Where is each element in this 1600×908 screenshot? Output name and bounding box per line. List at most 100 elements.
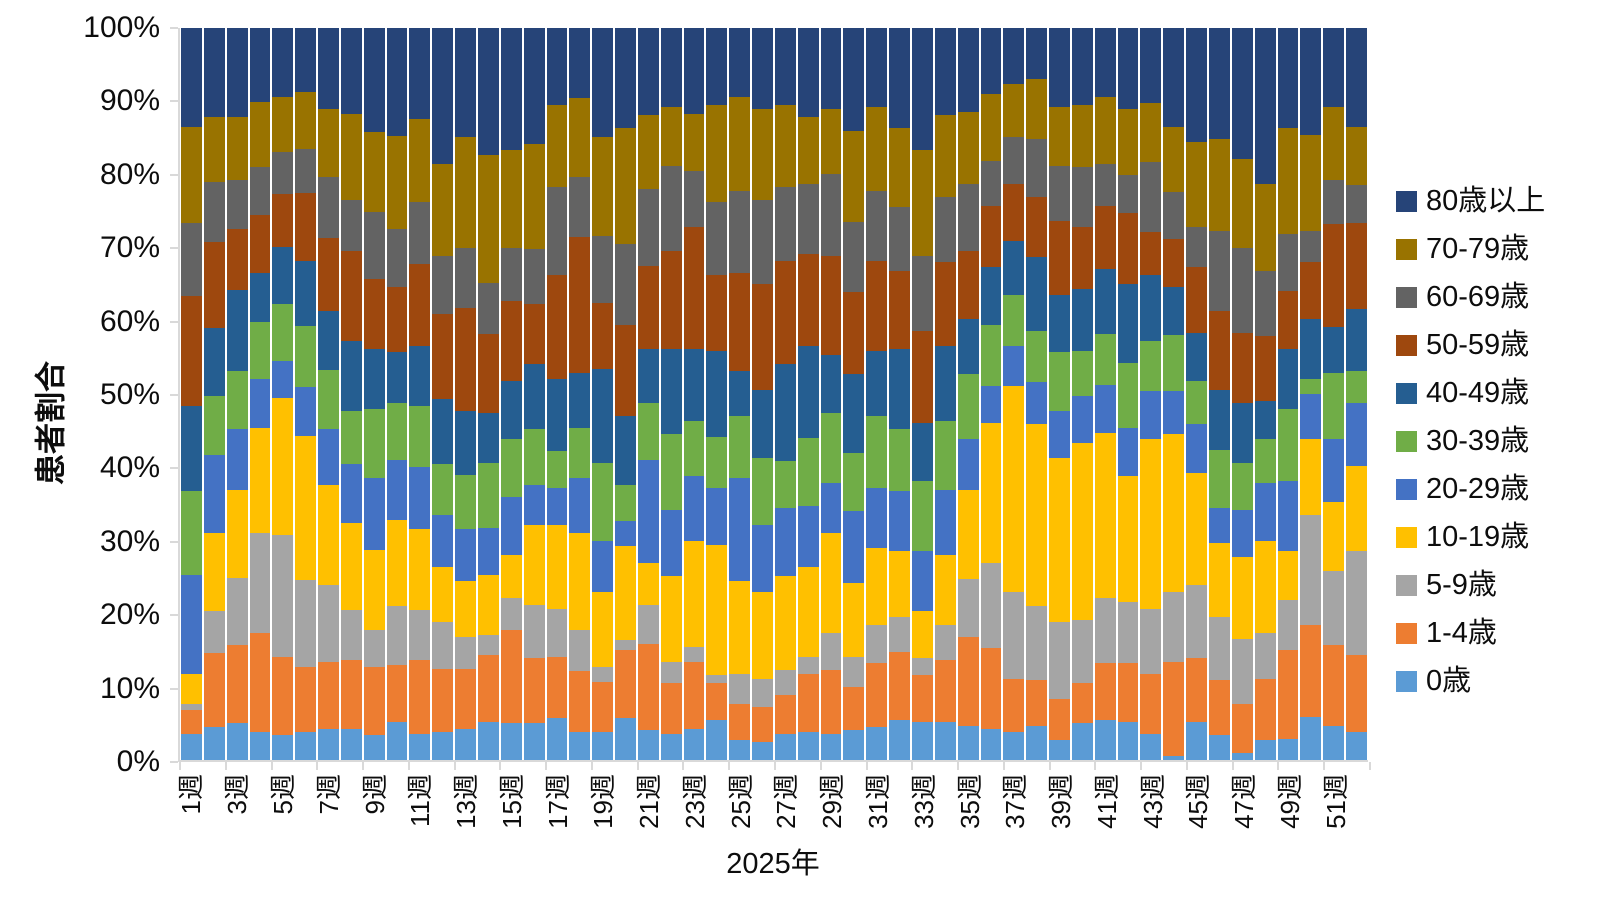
segment-40-49歳-week-2 [203,328,225,397]
segment-80歳以上-week-17 [546,28,568,105]
segment-20-29歳-week-43 [1140,391,1162,440]
segment-5-9歳-week-36 [980,563,1002,649]
segment-5-9歳-week-38 [1026,606,1048,681]
segment-50-59歳-week-31 [866,260,888,351]
segment-1-4歳-week-3 [226,645,248,724]
x-tick-label: 25週 [725,774,756,829]
bar-week-40 [1071,28,1093,760]
segment-60-69歳-week-1 [181,222,202,296]
segment-20-29歳-week-34 [934,489,956,556]
segment-1-4歳-week-2 [203,653,225,728]
segment-10-19歳-week-20 [615,546,636,640]
segment-60-69歳-week-26 [752,200,773,285]
segment-70-79歳-week-47 [1231,159,1253,248]
bar-week-14 [477,28,499,760]
segment-10-19歳-week-9 [363,549,385,630]
segment-1-4歳-week-39 [1049,698,1070,741]
segment-0歳-week-1 [181,733,202,760]
segment-60-69歳-week-50 [1300,230,1322,263]
segment-20-29歳-week-13 [455,529,476,582]
x-tick [1002,762,1005,770]
segment-5-9歳-week-52 [1346,551,1367,656]
segment-5-9歳-week-22 [660,661,682,684]
y-tick-label: 30% [99,524,160,558]
segment-50-59歳-week-52 [1346,223,1367,310]
segment-80歳以上-week-22 [660,28,682,108]
segment-80歳以上-week-6 [295,28,317,92]
x-tick [270,762,273,770]
legend-swatch [1396,670,1417,692]
segment-5-9歳-week-46 [1208,616,1230,681]
segment-80歳以上-week-23 [683,28,705,114]
segment-0歳-week-10 [386,721,408,760]
segment-60-69歳-week-22 [660,165,682,251]
legend-item-60-69歳: 60-69歳 [1396,282,1545,312]
segment-50-59歳-week-39 [1049,220,1070,295]
segment-30-39歳-week-5 [272,304,294,362]
segment-80歳以上-week-48 [1254,28,1276,184]
segment-80歳以上-week-7 [318,28,339,109]
segment-30-39歳-week-40 [1071,350,1093,397]
segment-80歳以上-week-44 [1163,28,1185,127]
segment-1-4歳-week-47 [1231,703,1253,753]
segment-40-49歳-week-34 [934,345,956,422]
legend-item-50-59歳: 50-59歳 [1396,330,1545,360]
segment-5-9歳-week-19 [592,667,614,682]
bar-week-38 [1026,28,1048,760]
bar-week-37 [1003,28,1025,760]
segment-40-49歳-week-14 [477,413,499,463]
legend-label: 40-49歳 [1426,377,1530,409]
segment-70-79歳-week-2 [203,116,225,182]
segment-1-4歳-week-28 [797,673,819,733]
segment-30-39歳-week-1 [181,491,202,575]
segment-0歳-week-52 [1346,732,1367,760]
x-tick-label: 35週 [954,774,985,829]
segment-10-19歳-week-2 [203,533,225,612]
segment-0歳-week-3 [226,723,248,760]
segment-40-49歳-week-26 [752,389,773,458]
segment-5-9歳-week-3 [226,578,248,646]
legend-label: 80歳以上 [1426,185,1546,217]
segment-80歳以上-week-47 [1231,28,1253,160]
segment-80歳以上-week-13 [455,28,476,138]
segment-20-29歳-week-24 [706,487,728,545]
bar-week-34 [934,28,956,760]
segment-50-59歳-week-41 [1094,205,1116,269]
segment-80歳以上-week-1 [181,28,202,127]
segment-80歳以上-week-32 [889,28,910,129]
segment-30-39歳-week-36 [980,324,1002,386]
segment-50-59歳-week-45 [1186,267,1207,333]
segment-80歳以上-week-10 [386,28,408,136]
segment-1-4歳-week-9 [363,667,385,736]
segment-10-19歳-week-29 [820,533,842,634]
segment-30-39歳-week-15 [500,439,522,497]
segment-5-9歳-week-34 [934,625,956,660]
segment-50-59歳-week-8 [340,251,362,342]
segment-50-59歳-week-51 [1323,223,1345,328]
segment-40-49歳-week-9 [363,349,385,410]
segment-0歳-week-36 [980,728,1002,760]
segment-0歳-week-22 [660,733,682,760]
segment-40-49歳-week-36 [980,267,1002,325]
segment-60-69歳-week-28 [797,183,819,255]
segment-10-19歳-week-17 [546,525,568,609]
segment-5-9歳-week-25 [729,673,751,704]
segment-40-49歳-week-50 [1300,319,1322,380]
segment-30-39歳-week-10 [386,402,408,460]
legend-swatch [1396,430,1417,452]
segment-30-39歳-week-25 [729,416,751,478]
segment-80歳以上-week-4 [249,28,271,102]
segment-40-49歳-week-29 [820,354,842,414]
segment-60-69歳-week-19 [592,235,614,303]
segment-10-19歳-week-1 [181,673,202,704]
segment-80歳以上-week-40 [1071,28,1093,105]
segment-1-4歳-week-8 [340,659,362,729]
segment-1-4歳-week-50 [1300,625,1322,717]
segment-20-29歳-week-2 [203,454,225,534]
segment-0歳-week-5 [272,735,294,760]
segment-70-79歳-week-3 [226,116,248,181]
segment-40-49歳-week-35 [957,319,979,375]
segment-20-29歳-week-20 [615,521,636,547]
segment-70-79歳-week-8 [340,113,362,201]
segment-80歳以上-week-33 [912,28,933,151]
